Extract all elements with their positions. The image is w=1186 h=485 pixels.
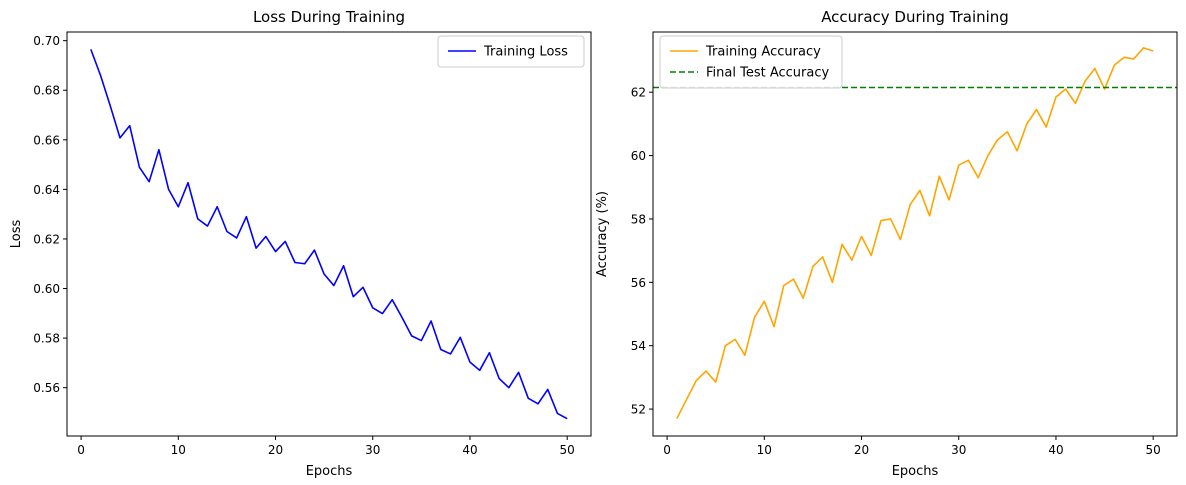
x-tick-label: 30 xyxy=(365,443,380,457)
x-tick-label: 50 xyxy=(1146,443,1161,457)
plot-frame xyxy=(66,31,592,437)
legend-label: Training Loss xyxy=(483,45,568,60)
y-tick-label: 0.60 xyxy=(33,282,60,296)
legend-box xyxy=(659,35,843,89)
y-tick-label: 0.56 xyxy=(33,381,60,395)
x-tick-label: 20 xyxy=(854,443,869,457)
y-axis-label: Loss xyxy=(9,220,24,249)
y-tick-label: 0.64 xyxy=(33,183,60,197)
y-tick-label: 62 xyxy=(631,86,646,100)
series-line-training-accuracy xyxy=(676,47,1154,419)
chart-title: Loss During Training xyxy=(253,8,405,26)
x-axis-label: Epochs xyxy=(306,464,353,479)
x-tick-label: 20 xyxy=(268,443,283,457)
x-tick-label: 50 xyxy=(560,443,575,457)
y-tick-label: 56 xyxy=(631,276,646,290)
y-tick-label: 0.62 xyxy=(33,232,60,246)
y-tick-label: 54 xyxy=(631,339,646,353)
legend-label: Final Test Accuracy xyxy=(706,66,829,81)
y-tick-label: 0.66 xyxy=(33,133,60,147)
series-line-training-loss xyxy=(90,49,568,420)
chart-title: Accuracy During Training xyxy=(821,8,1009,26)
chart-panel-1: Loss During Training Epochs Loss 0 10 20 30 40 5… xyxy=(9,8,592,479)
legend-label: Training Accuracy xyxy=(705,45,821,60)
x-tick-label: 40 xyxy=(1048,443,1063,457)
y-tick-label: 0.70 xyxy=(33,34,60,48)
x-tick-label: 30 xyxy=(951,443,966,457)
y-tick-label: 0.68 xyxy=(33,84,60,98)
chart-panel-2: Accuracy During Training Epochs Accuracy (… xyxy=(595,8,1178,479)
x-tick-label: 0 xyxy=(77,443,85,457)
x-tick-label: 0 xyxy=(663,443,671,457)
legend: Training Accuracy Final Test Accuracy xyxy=(659,35,843,89)
legend: Training Loss xyxy=(437,35,585,68)
y-tick-label: 58 xyxy=(631,212,646,226)
x-tick-label: 10 xyxy=(171,443,186,457)
y-tick-label: 52 xyxy=(631,403,646,417)
x-axis-label: Epochs xyxy=(892,464,939,479)
x-tick-label: 40 xyxy=(462,443,477,457)
y-tick-label: 0.58 xyxy=(33,332,60,346)
legend-box xyxy=(437,35,585,68)
y-tick-label: 60 xyxy=(631,149,646,163)
y-axis-label: Accuracy (%) xyxy=(595,191,610,277)
x-tick-label: 10 xyxy=(757,443,772,457)
plot-frame xyxy=(652,31,1178,437)
